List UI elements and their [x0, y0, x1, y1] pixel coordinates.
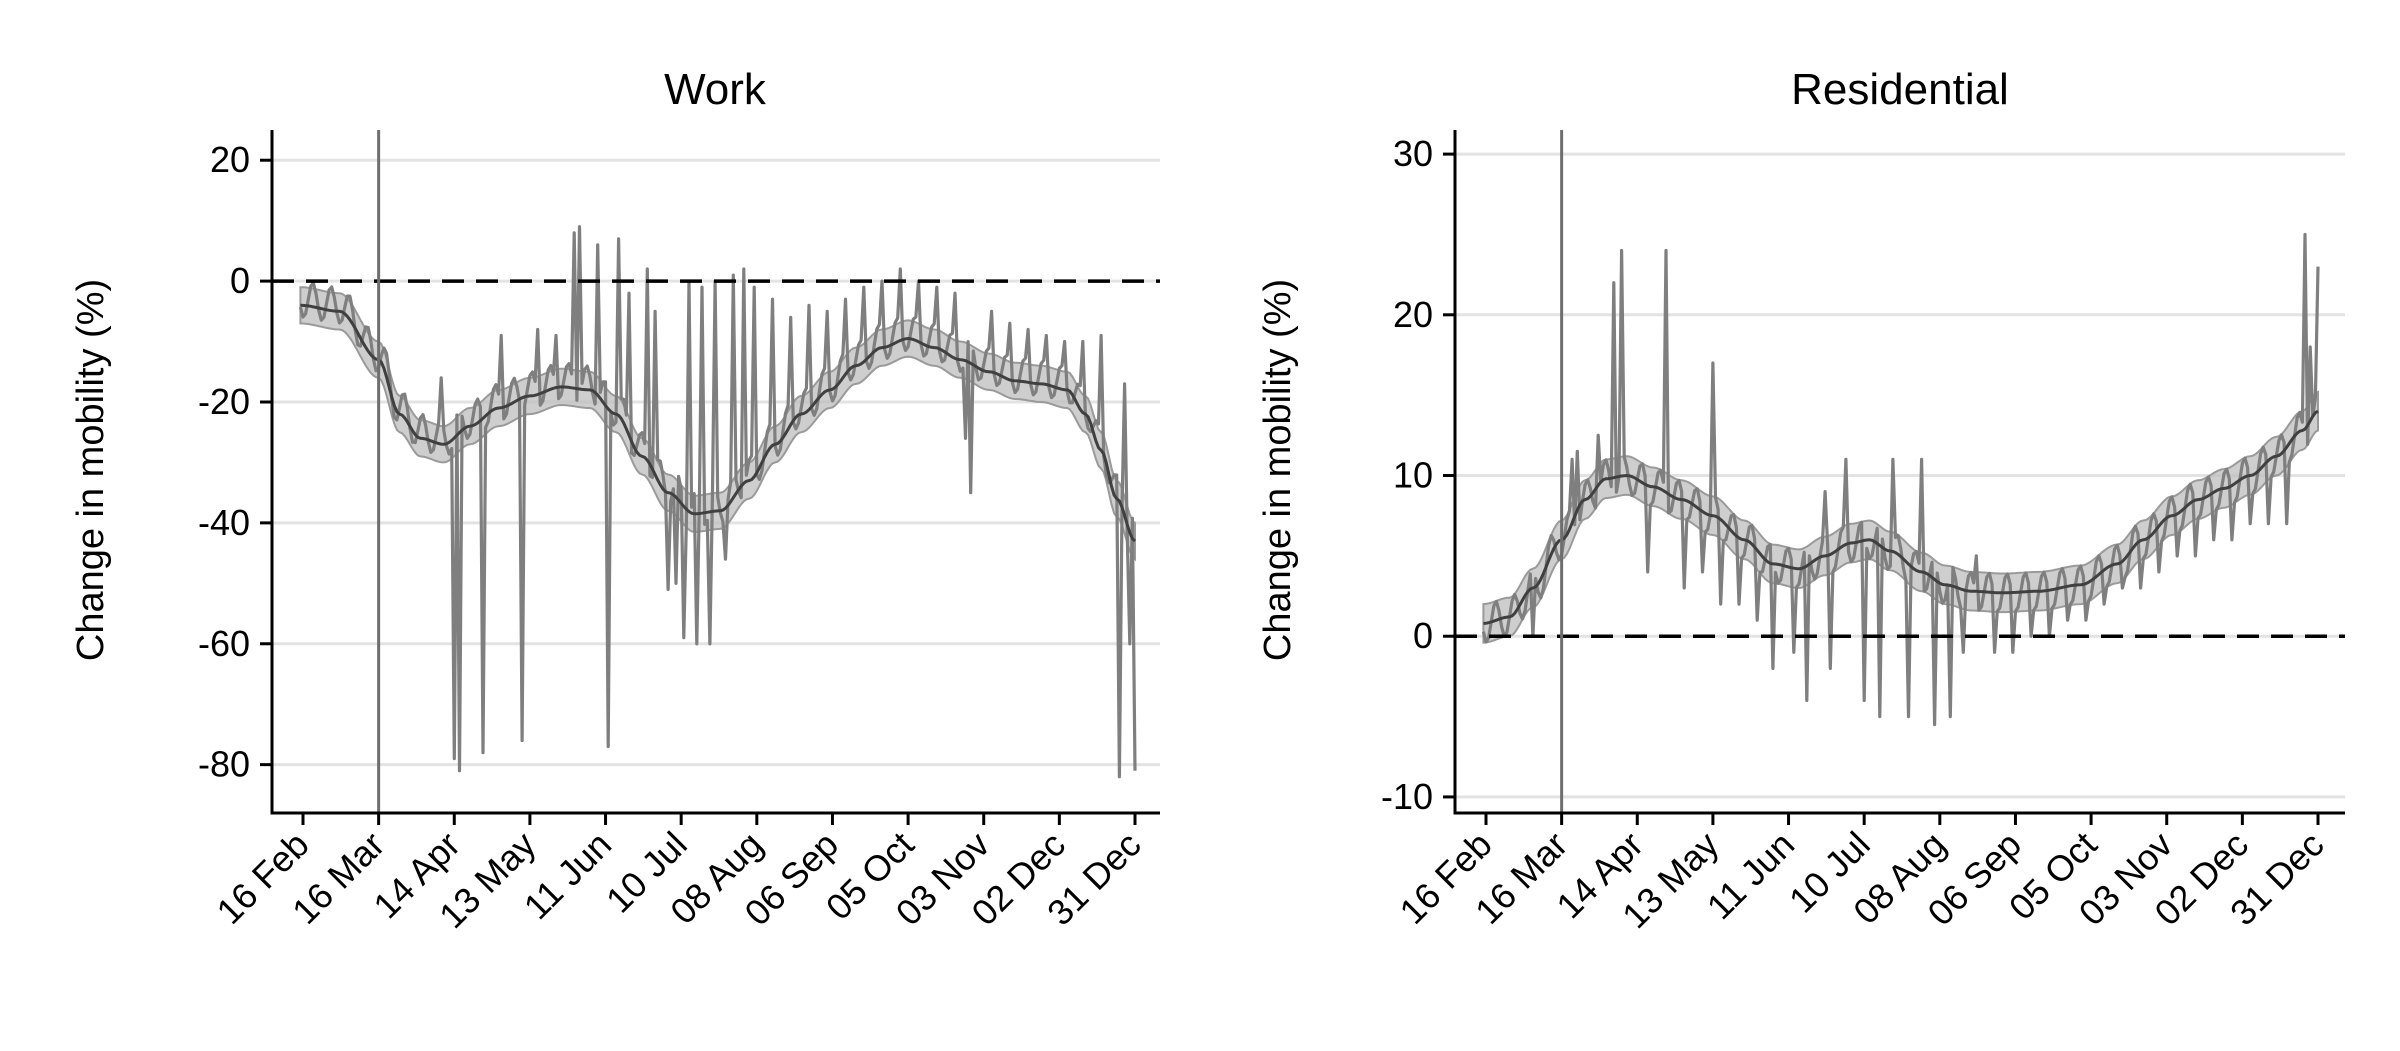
panel-residential: Residential Change in mobility (%) -10 0 1… — [1257, 65, 2345, 936]
y-tick-label: -40 — [198, 502, 250, 543]
y-tick-label: 0 — [1413, 615, 1433, 656]
panel-title-work: Work — [664, 65, 767, 114]
y-tick-label: 20 — [1393, 294, 1433, 335]
x-tick-label: 11 Jun — [1699, 824, 1803, 928]
y-tick-label: -60 — [198, 623, 250, 664]
smoothed-series-work — [300, 303, 1136, 543]
y-axis-title-work: Change in mobility (%) — [70, 279, 112, 661]
y-tick-label: -80 — [198, 744, 250, 785]
y-tick-label: -20 — [198, 381, 250, 422]
daily-series-work — [298, 225, 1137, 779]
y-tick-label: 0 — [230, 260, 250, 301]
y-tick-label: 10 — [1393, 455, 1433, 496]
panel-title-residential: Residential — [1791, 65, 2009, 114]
y-tick-label: 20 — [210, 139, 250, 180]
panel-work: Work Change in mobility (%) -80 -60 -40 -20… — [70, 65, 1160, 936]
y-tick-label: -10 — [1381, 776, 1433, 817]
daily-series-residential — [1481, 232, 2320, 727]
smoothed-series-residential — [1483, 409, 2319, 625]
x-tick-label: 11 Jun — [516, 824, 620, 928]
y-tick-label: 30 — [1393, 133, 1433, 174]
y-axis-title-residential: Change in mobility (%) — [1257, 279, 1299, 661]
